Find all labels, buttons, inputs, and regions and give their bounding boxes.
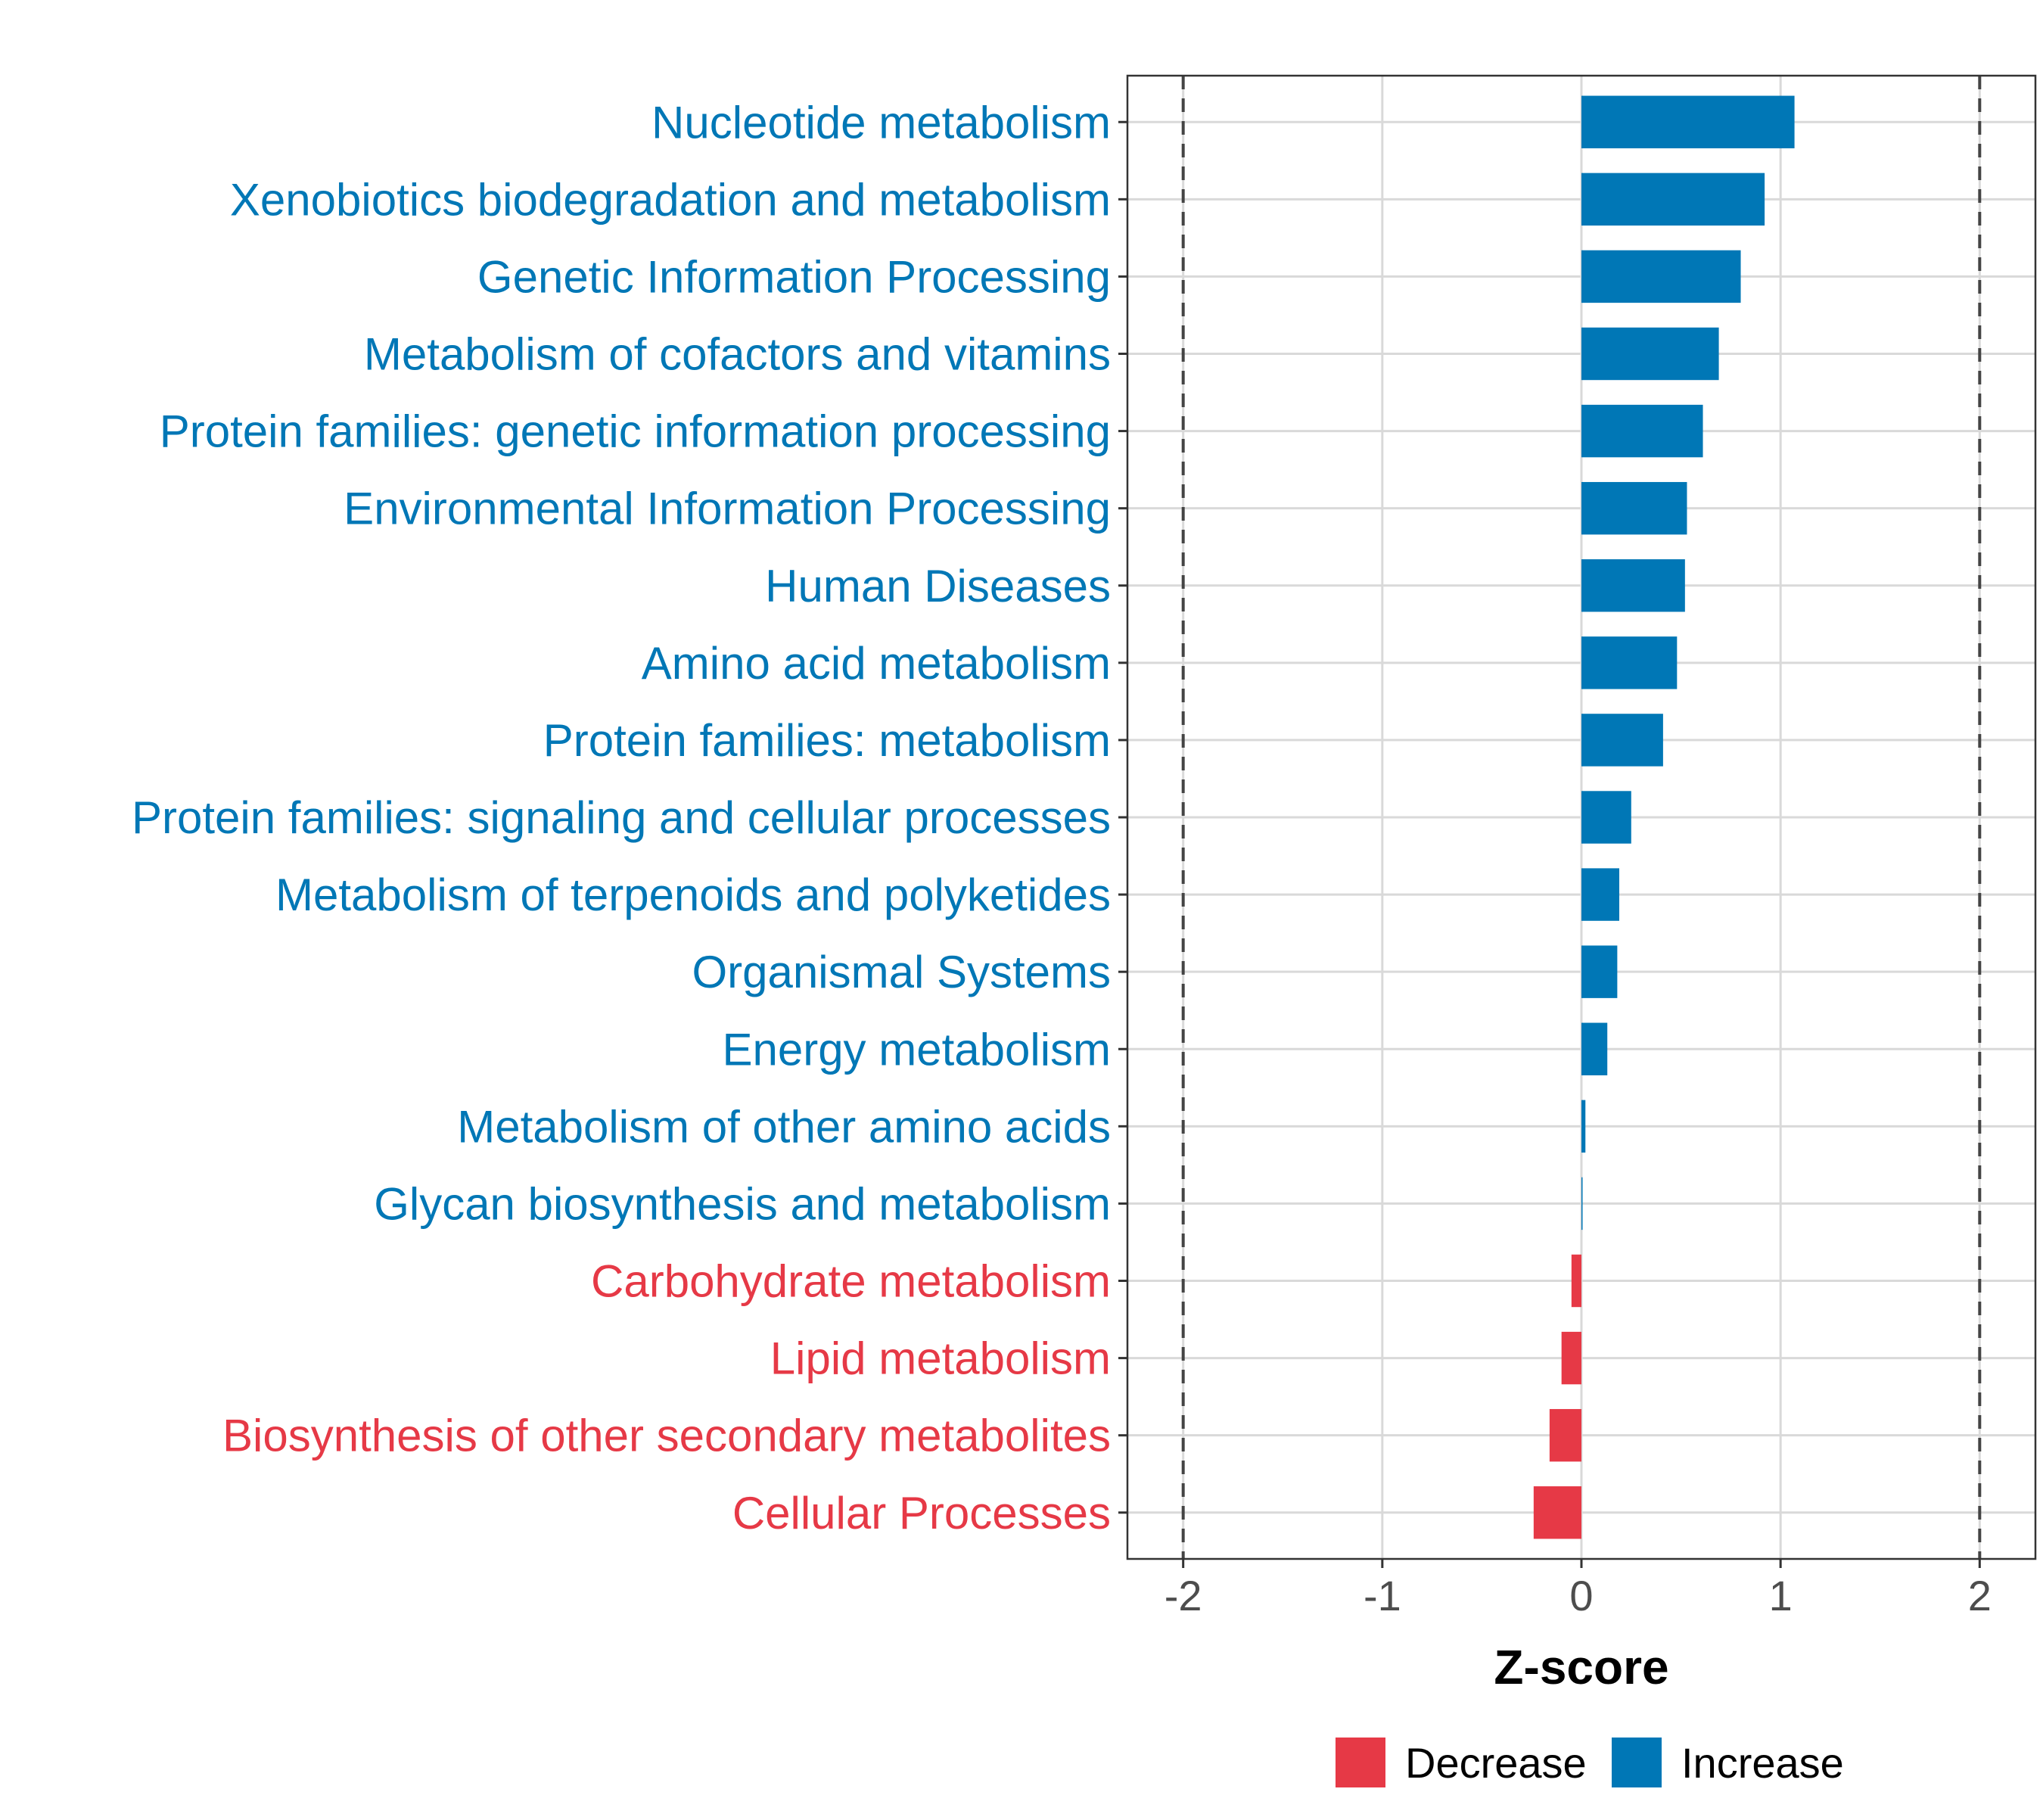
x-tick-label: -2: [1165, 1572, 1202, 1619]
bar: [1581, 559, 1685, 612]
category-label: Genetic Information Processing: [477, 251, 1111, 302]
bar: [1581, 1022, 1608, 1075]
category-label: Nucleotide metabolism: [651, 97, 1111, 148]
category-label: Metabolism of terpenoids and polyketides: [275, 870, 1111, 920]
bar: [1581, 481, 1687, 535]
bar: [1581, 95, 1795, 148]
bar: [1581, 1177, 1583, 1230]
bar: [1581, 714, 1663, 767]
bar: [1581, 173, 1765, 226]
legend: Decrease Increase: [1336, 1738, 1844, 1787]
bar: [1581, 945, 1618, 998]
category-label: Carbohydrate metabolism: [591, 1256, 1111, 1307]
bar: [1581, 404, 1703, 458]
x-tick-label: -1: [1364, 1572, 1401, 1619]
legend-key: [1336, 1738, 1385, 1787]
x-tick-label: 0: [1569, 1572, 1593, 1619]
x-axis-title: Z-score: [1494, 1640, 1668, 1694]
category-label: Protein families: signaling and cellular…: [132, 792, 1111, 843]
category-label: Metabolism of other amino acids: [457, 1101, 1111, 1152]
category-label: Environmental Information Processing: [344, 484, 1111, 534]
bar: [1571, 1254, 1581, 1308]
bar: [1581, 327, 1719, 381]
bar: [1581, 868, 1619, 921]
category-label: Amino acid metabolism: [642, 638, 1111, 689]
bar: [1581, 636, 1678, 689]
bars: [1533, 95, 1795, 1539]
category-label: Protein families: metabolism: [543, 715, 1111, 766]
reference-lines: [1181, 76, 1982, 1559]
x-tick-label: 1: [1769, 1572, 1793, 1619]
category-label: Glycan biosynthesis and metabolism: [374, 1178, 1111, 1229]
category-label: Xenobiotics biodegradation and metabolis…: [230, 174, 1111, 225]
category-label: Biosynthesis of other secondary metaboli…: [222, 1411, 1111, 1461]
legend-label: Increase: [1681, 1739, 1844, 1787]
y-axis: Nucleotide metabolism Xenobiotics biodegr…: [132, 97, 1127, 1538]
x-axis: -2 -1 0 1 2: [1165, 1559, 1992, 1619]
category-label: Cellular Processes: [732, 1488, 1111, 1538]
legend-key: [1612, 1738, 1662, 1787]
category-label: Protein families: genetic information pr…: [160, 406, 1111, 457]
bar: [1581, 1100, 1586, 1153]
category-label: Human Diseases: [765, 561, 1111, 611]
bar: [1581, 250, 1741, 303]
bar: [1581, 791, 1631, 844]
bar: [1533, 1486, 1581, 1539]
x-tick-label: 2: [1968, 1572, 1992, 1619]
category-label: Lipid metabolism: [770, 1333, 1111, 1384]
category-label: Metabolism of cofactors and vitamins: [364, 329, 1111, 380]
category-label: Energy metabolism: [722, 1024, 1111, 1075]
bar: [1561, 1331, 1581, 1385]
legend-label: Decrease: [1405, 1739, 1587, 1787]
bar: [1549, 1408, 1581, 1462]
category-label: Organismal Systems: [692, 947, 1111, 997]
